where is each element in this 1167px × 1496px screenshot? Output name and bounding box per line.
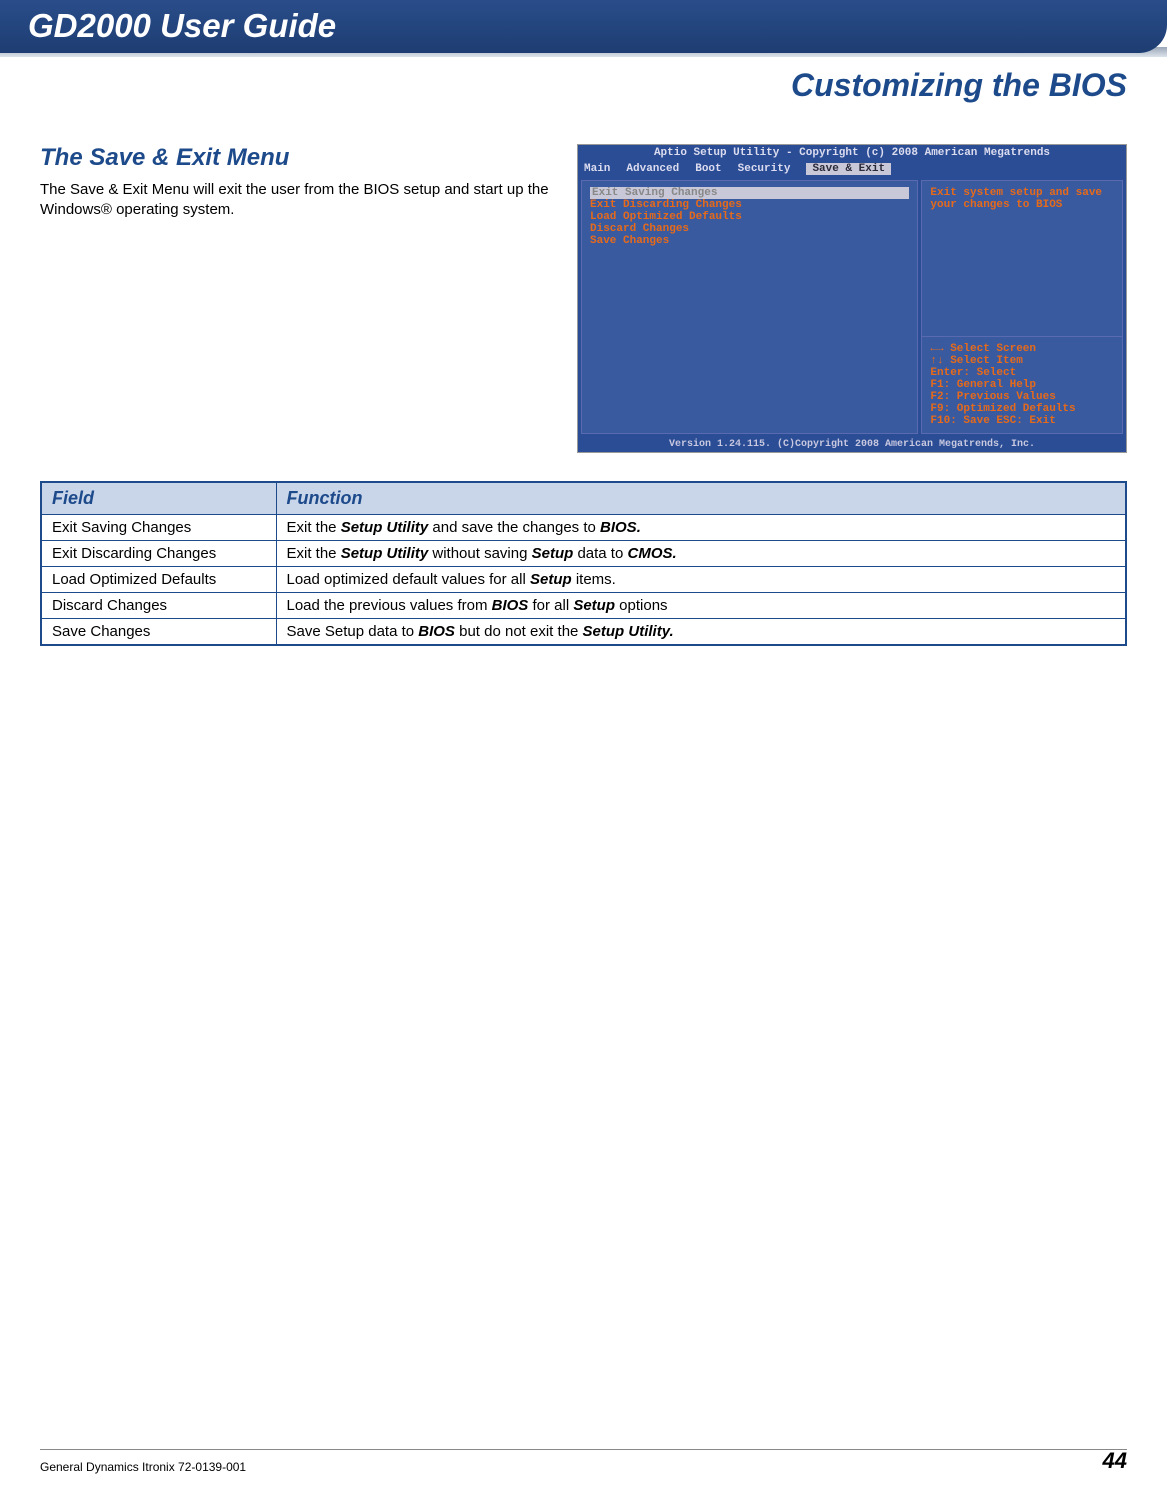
header-bar: GD2000 User Guide xyxy=(0,0,1167,53)
cell-field: Exit Discarding Changes xyxy=(41,541,276,567)
table-row: Exit Saving Changes Exit the Setup Utili… xyxy=(41,515,1126,541)
bios-tab: Boot xyxy=(695,163,721,175)
bios-menu-item: Exit Discarding Changes xyxy=(590,199,909,211)
bios-key-hint: ↑↓ Select Item xyxy=(930,355,1114,367)
bios-tab: Security xyxy=(738,163,791,175)
bios-screenshot: Aptio Setup Utility - Copyright (c) 2008… xyxy=(577,144,1127,453)
text-column: The Save & Exit Menu The Save & Exit Men… xyxy=(40,144,549,453)
bios-menu-item-selected: Exit Saving Changes xyxy=(590,187,909,199)
bios-tab: Main xyxy=(584,163,610,175)
bios-menu-item: Save Changes xyxy=(590,235,909,247)
content-row: The Save & Exit Menu The Save & Exit Men… xyxy=(0,104,1167,453)
bios-tab-active: Save & Exit xyxy=(806,163,891,175)
doc-id: General Dynamics Itronix 72-0139-001 xyxy=(40,1460,246,1474)
table-header-function: Function xyxy=(276,482,1126,515)
table-header-field: Field xyxy=(41,482,276,515)
cell-function: Save Setup data to BIOS but do not exit … xyxy=(276,619,1126,646)
bios-menu: Exit Saving Changes Exit Discarding Chan… xyxy=(581,180,918,434)
section-heading: The Save & Exit Menu xyxy=(40,144,549,172)
bios-titlebar: Aptio Setup Utility - Copyright (c) 2008… xyxy=(578,145,1126,161)
bios-tab: Advanced xyxy=(626,163,679,175)
cell-function: Exit the Setup Utility and save the chan… xyxy=(276,515,1126,541)
bios-key-hint: F1: General Help xyxy=(930,379,1114,391)
chapter-title: Customizing the BIOS xyxy=(0,57,1167,104)
cell-function: Load the previous values from BIOS for a… xyxy=(276,593,1126,619)
cell-field: Save Changes xyxy=(41,619,276,646)
cell-field: Exit Saving Changes xyxy=(41,515,276,541)
bios-key-hint: F10: Save ESC: Exit xyxy=(930,415,1114,427)
bios-side-panel: Exit system setup and save your changes … xyxy=(921,180,1123,434)
cell-function: Exit the Setup Utility without saving Se… xyxy=(276,541,1126,567)
bios-body: Exit Saving Changes Exit Discarding Chan… xyxy=(578,177,1126,437)
bios-tabs: Main Advanced Boot Security Save & Exit xyxy=(578,161,1126,177)
cell-function: Load optimized default values for all Se… xyxy=(276,567,1126,593)
table-row: Save Changes Save Setup data to BIOS but… xyxy=(41,619,1126,646)
field-function-table: Field Function Exit Saving Changes Exit … xyxy=(40,481,1127,646)
bios-menu-item: Discard Changes xyxy=(590,223,909,235)
table-row: Exit Discarding Changes Exit the Setup U… xyxy=(41,541,1126,567)
table-row: Discard Changes Load the previous values… xyxy=(41,593,1126,619)
cell-field: Load Optimized Defaults xyxy=(41,567,276,593)
page-footer: General Dynamics Itronix 72-0139-001 44 xyxy=(0,1448,1167,1474)
bios-footer: Version 1.24.115. (C)Copyright 2008 Amer… xyxy=(578,437,1126,452)
bios-menu-item: Load Optimized Defaults xyxy=(590,211,909,223)
table-row: Load Optimized Defaults Load optimized d… xyxy=(41,567,1126,593)
bios-key-hint: ←→ Select Screen xyxy=(930,343,1114,355)
bios-key-hint: F9: Optimized Defaults xyxy=(930,403,1114,415)
cell-field: Discard Changes xyxy=(41,593,276,619)
bios-key-hints: ←→ Select Screen ↑↓ Select Item Enter: S… xyxy=(922,336,1122,433)
guide-title: GD2000 User Guide xyxy=(0,0,1167,45)
page-number: 44 xyxy=(1103,1448,1127,1474)
bios-key-hint: F2: Previous Values xyxy=(930,391,1114,403)
section-body: The Save & Exit Menu will exit the user … xyxy=(40,180,549,221)
bios-help-text: Exit system setup and save your changes … xyxy=(922,181,1122,336)
table-section: Field Function Exit Saving Changes Exit … xyxy=(0,453,1167,646)
bios-key-hint: Enter: Select xyxy=(930,367,1114,379)
